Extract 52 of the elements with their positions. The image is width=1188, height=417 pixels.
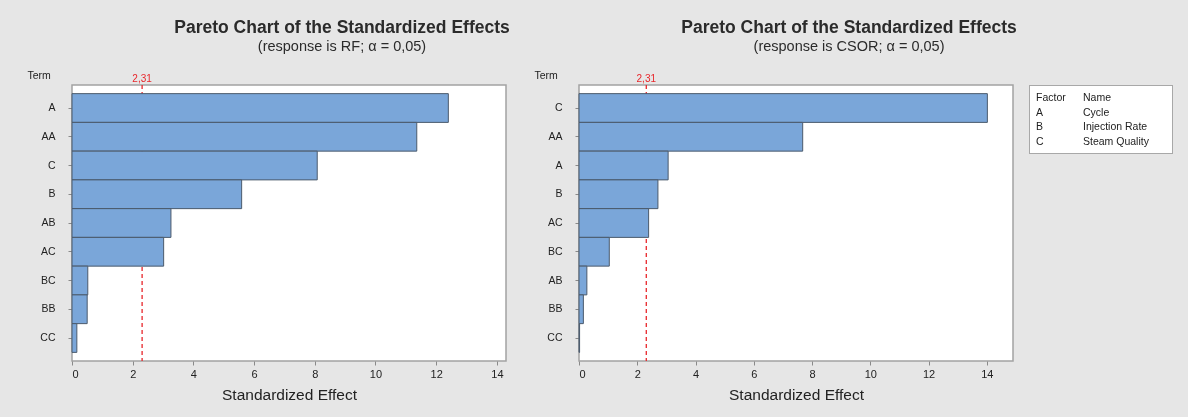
x-tick-label: 10 [864, 367, 877, 380]
y-tick-label: AB [41, 216, 56, 228]
x-tick-label: 14 [491, 367, 504, 380]
text: A [1036, 105, 1044, 120]
ref-line-label: 2,31 [132, 73, 153, 84]
y-axis-title: Term [27, 68, 52, 81]
y-tick-label: A [555, 158, 563, 171]
chart-title: Pareto Chart of the Standardized Effects [174, 17, 510, 37]
x-tick-label: 2 [634, 367, 641, 380]
chart-subtitle: (response is CSOR; α = 0,05) [753, 37, 945, 54]
y-axis-title: Term [534, 68, 559, 81]
y-tick-label: A [48, 101, 56, 113]
x-tick-label: 12 [922, 367, 936, 380]
y-tick-label: BC [547, 244, 563, 257]
text: Cycle [1083, 105, 1111, 120]
text: Name [1083, 91, 1112, 105]
y-tick-label: B [555, 187, 563, 200]
ref-line-label: 2,31 [636, 73, 657, 84]
text: Injection Rate [1083, 120, 1149, 134]
text: Factor [1036, 91, 1067, 105]
x-tick-label: 6 [251, 367, 258, 380]
y-tick-label: AA [548, 129, 563, 142]
text: Steam Quality [1083, 134, 1150, 149]
x-tick-label: 4 [692, 367, 700, 380]
y-tick-label: BB [548, 302, 563, 315]
chart-title: Pareto Chart of the Standardized Effects [681, 17, 1017, 37]
y-tick-label: AC [40, 244, 56, 257]
x-tick-label: 6 [751, 367, 758, 380]
text: B [1036, 120, 1044, 134]
y-tick-label: C [554, 101, 563, 113]
x-axis-title: Standardized Effect [222, 385, 358, 403]
text: C [1036, 134, 1045, 149]
x-tick-label: 0 [579, 367, 586, 380]
y-tick-label: AA [41, 129, 56, 142]
x-tick-label: 10 [369, 367, 383, 380]
y-tick-label: CC [547, 331, 563, 343]
y-tick-label: B [48, 187, 56, 200]
x-tick-label: 2 [130, 367, 137, 380]
y-tick-label: BC [40, 273, 56, 286]
y-tick-label: AC [547, 216, 563, 228]
x-tick-label: 12 [430, 367, 443, 380]
x-tick-label: 8 [809, 367, 816, 380]
x-tick-label: 4 [190, 367, 197, 380]
y-tick-label: CC [40, 331, 56, 343]
x-tick-label: 0 [72, 367, 79, 380]
y-tick-label: AB [548, 273, 563, 286]
y-tick-label: C [47, 158, 56, 171]
chart-subtitle: (response is RF; α = 0,05) [257, 37, 427, 54]
x-axis-title: Standardized Effect [729, 385, 865, 403]
x-tick-label: 14 [981, 367, 994, 380]
x-tick-label: 8 [312, 367, 319, 380]
y-tick-label: BB [41, 302, 56, 315]
